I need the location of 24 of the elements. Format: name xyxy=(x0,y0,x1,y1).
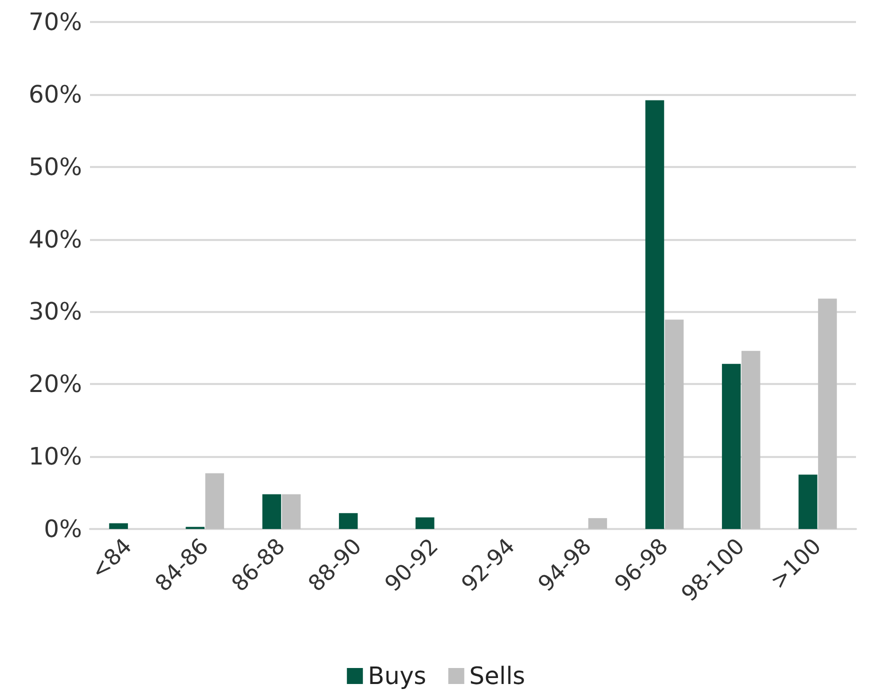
bar xyxy=(645,100,664,529)
bar xyxy=(588,518,608,529)
legend-label: Sells xyxy=(469,662,526,690)
y-tick-label: 50% xyxy=(28,152,82,181)
bar xyxy=(741,350,760,529)
bar xyxy=(416,517,434,529)
y-tick-label: 70% xyxy=(28,8,82,36)
y-tick-label: 0% xyxy=(44,515,82,543)
bar xyxy=(664,320,684,529)
y-tick-label: 10% xyxy=(28,442,82,471)
bar xyxy=(205,473,224,529)
y-tick-label: 20% xyxy=(28,370,82,398)
bar xyxy=(109,523,128,529)
x-tick-label: <84 xyxy=(86,534,138,585)
bar xyxy=(262,494,282,529)
y-tick-label: 40% xyxy=(28,225,82,254)
bar xyxy=(338,513,358,529)
y-tick-label: 60% xyxy=(28,80,82,108)
bar xyxy=(798,474,818,529)
bar xyxy=(282,494,301,529)
bar xyxy=(818,298,837,529)
y-tick-label: 30% xyxy=(28,298,82,326)
legend-label: Buys xyxy=(368,662,426,690)
bar xyxy=(722,364,741,529)
